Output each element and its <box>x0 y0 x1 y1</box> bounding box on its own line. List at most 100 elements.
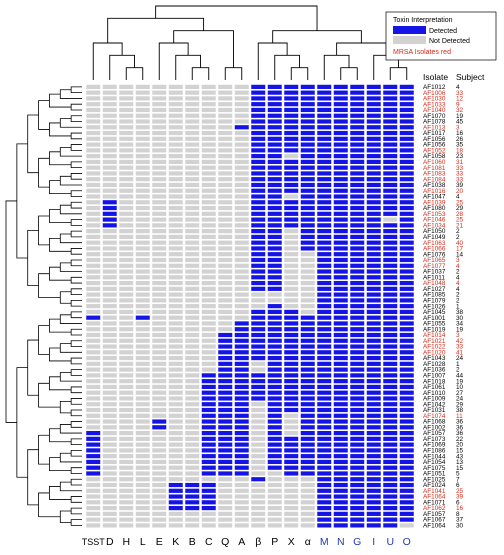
row-isolate-label: AF1011 <box>423 274 445 281</box>
heatmap-cell <box>300 200 315 205</box>
row-subject-label: 19 <box>456 113 464 120</box>
heatmap-cell <box>218 154 233 159</box>
heatmap-cell <box>86 188 101 193</box>
heatmap-cell <box>267 332 282 338</box>
heatmap-cell <box>267 436 282 441</box>
heatmap-cell <box>168 125 183 130</box>
row-isolate-label: AF1062 <box>423 505 446 512</box>
heatmap-cell <box>119 402 134 407</box>
heatmap-cell <box>86 177 101 182</box>
heatmap-cell <box>102 506 117 511</box>
heatmap-cell <box>168 107 183 113</box>
heatmap-cell <box>102 523 117 528</box>
heatmap-cell <box>399 396 414 401</box>
legend-not-detected-swatch <box>393 36 426 44</box>
heatmap-cell <box>333 286 348 291</box>
heatmap-cell <box>333 194 348 199</box>
heatmap-cell <box>152 107 167 113</box>
heatmap-cell <box>366 165 381 170</box>
heatmap-cell <box>267 217 282 222</box>
heatmap-cell <box>185 234 200 239</box>
heatmap-cell <box>399 465 414 470</box>
heatmap-cell <box>218 436 233 441</box>
heatmap-cell <box>234 471 249 476</box>
heatmap-cell <box>218 263 233 268</box>
heatmap-cell <box>152 367 167 372</box>
heatmap-cell <box>86 506 101 511</box>
heatmap-cell <box>168 390 183 395</box>
heatmap-cell <box>399 107 414 113</box>
heatmap-cell <box>218 148 233 153</box>
heatmap-cell <box>152 188 167 193</box>
heatmap-cell <box>102 396 117 401</box>
heatmap-cell <box>317 119 332 124</box>
heatmap-cell <box>284 482 299 488</box>
heatmap-cell <box>218 240 233 245</box>
heatmap-cell <box>119 269 134 274</box>
heatmap-cell <box>300 442 315 447</box>
heatmap-cell <box>152 413 167 418</box>
heatmap-cell <box>152 148 167 153</box>
heatmap-cell <box>135 205 150 211</box>
heatmap-cell <box>135 96 150 101</box>
row-subject-label: 22 <box>456 436 464 443</box>
heatmap-cell <box>201 96 216 101</box>
heatmap-cell <box>317 177 332 182</box>
heatmap-cell <box>185 275 200 280</box>
heatmap-cell <box>300 275 315 280</box>
heatmap-cell <box>300 96 315 101</box>
heatmap-cell <box>300 217 315 222</box>
heatmap-cell <box>234 119 249 124</box>
row-dendrogram-link <box>70 507 82 515</box>
heatmap-cell <box>201 148 216 153</box>
heatmap-cell <box>119 471 134 476</box>
row-subject-label: 2 <box>456 234 460 241</box>
heatmap-cell <box>300 177 315 182</box>
heatmap-cell <box>284 459 299 465</box>
heatmap-cell <box>284 471 299 476</box>
heatmap-cell <box>168 240 183 245</box>
heatmap-cell <box>350 263 365 268</box>
heatmap-cell <box>284 240 299 245</box>
heatmap-cell <box>383 355 398 361</box>
heatmap-cell <box>119 327 134 332</box>
heatmap-cell <box>135 367 150 372</box>
heatmap-cell <box>218 355 233 361</box>
heatmap-cell <box>366 506 381 511</box>
row-isolate-label: AF1080 <box>423 205 446 212</box>
heatmap-cell <box>86 419 101 424</box>
row-dendrogram-link <box>38 100 50 130</box>
heatmap-cell <box>86 142 101 147</box>
heatmap-cell <box>86 223 101 228</box>
heatmap-cell <box>317 344 332 349</box>
heatmap-cell <box>185 454 200 459</box>
heatmap-cell <box>102 327 117 332</box>
heatmap-cell <box>300 350 315 355</box>
heatmap-cell <box>267 240 282 245</box>
heatmap-cell <box>383 321 398 326</box>
heatmap-cell <box>218 413 233 418</box>
heatmap-cell <box>102 102 117 107</box>
heatmap-cell <box>119 379 134 384</box>
heatmap-cell <box>366 280 381 286</box>
heatmap-cell <box>350 494 365 499</box>
heatmap-cell <box>366 200 381 205</box>
heatmap-cell <box>284 361 299 366</box>
heatmap-cell <box>366 113 381 118</box>
heatmap-cell <box>135 90 150 95</box>
heatmap-cell <box>168 379 183 384</box>
row-dendrogram-link <box>38 325 50 355</box>
heatmap-cell <box>86 390 101 395</box>
heatmap-cell <box>333 477 348 482</box>
heatmap-cell <box>300 436 315 441</box>
heatmap-cell <box>218 344 233 349</box>
heatmap-cell <box>185 459 200 465</box>
heatmap-cell <box>317 350 332 355</box>
heatmap-cell <box>218 396 233 401</box>
heatmap-cell <box>366 188 381 193</box>
heatmap-cell <box>317 102 332 107</box>
heatmap-cell <box>333 252 348 257</box>
heatmap-cell <box>185 125 200 130</box>
heatmap-cell <box>234 171 249 176</box>
heatmap-cell <box>399 269 414 274</box>
